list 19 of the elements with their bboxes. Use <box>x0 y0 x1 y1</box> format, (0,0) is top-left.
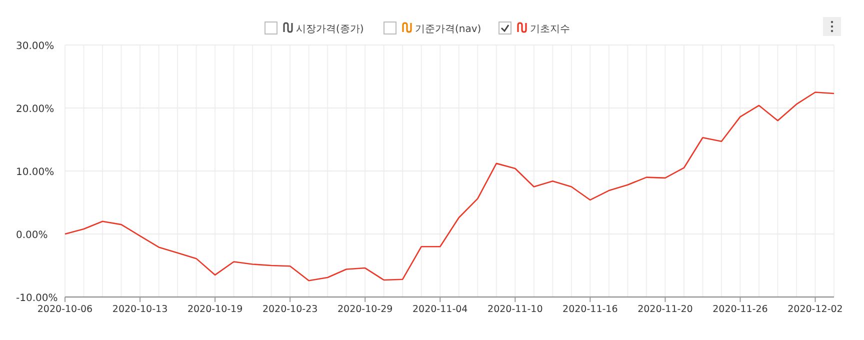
y-tick-label: -10.00% <box>16 293 58 304</box>
x-tick-label: 2020-10-23 <box>262 304 318 315</box>
x-tick-label: 2020-10-19 <box>187 304 243 315</box>
legend-label: 시장가격(종가) <box>296 24 364 35</box>
x-tick-label: 2020-10-29 <box>337 304 393 315</box>
x-tick-label: 2020-11-04 <box>412 304 468 315</box>
legend-label: 기초지수 <box>530 24 570 35</box>
x-tick-label: 2020-10-13 <box>112 304 168 315</box>
y-tick-label: 30.00% <box>16 41 54 52</box>
x-tick-label: 2020-11-10 <box>488 304 543 315</box>
x-tick-label: 2020-11-16 <box>562 304 618 315</box>
x-tick-label: 2020-12-02 <box>788 304 843 315</box>
x-tick-label: 2020-11-26 <box>712 304 768 315</box>
y-tick-label: 10.00% <box>16 167 54 178</box>
y-tick-label: 20.00% <box>16 104 54 115</box>
legend-label: 기준가격(nav) <box>415 24 482 35</box>
x-tick-label: 2020-11-20 <box>638 304 693 315</box>
y-tick-label: 0.00% <box>16 230 48 241</box>
x-tick-label: 2020-10-06 <box>37 304 93 315</box>
